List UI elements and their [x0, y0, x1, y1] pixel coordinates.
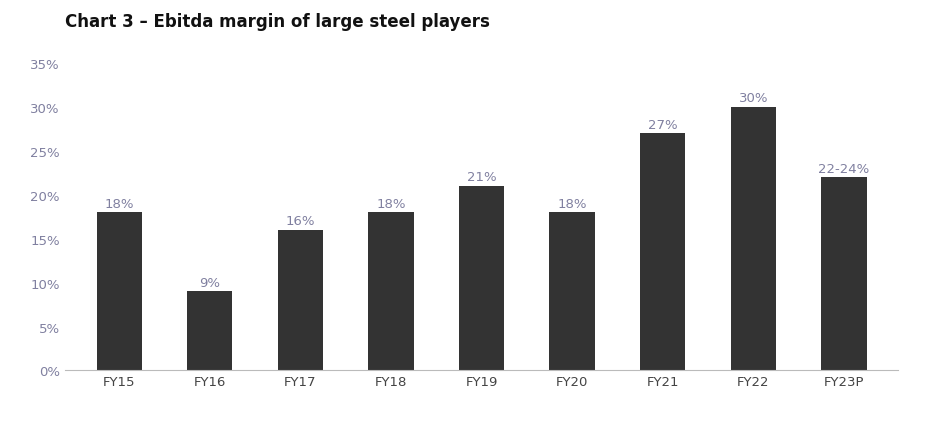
- Text: 16%: 16%: [285, 215, 315, 228]
- Bar: [278, 230, 323, 371]
- Bar: [187, 292, 232, 371]
- Bar: [821, 178, 867, 371]
- Text: 9%: 9%: [199, 276, 220, 289]
- Bar: [96, 213, 142, 371]
- Text: 18%: 18%: [105, 197, 134, 210]
- Text: Chart 3 – Ebitda margin of large steel players: Chart 3 – Ebitda margin of large steel p…: [65, 13, 490, 31]
- Text: 21%: 21%: [467, 171, 496, 184]
- Text: 27%: 27%: [648, 118, 678, 131]
- Text: 22-24%: 22-24%: [819, 162, 870, 175]
- Text: 30%: 30%: [739, 92, 768, 105]
- Bar: [459, 187, 504, 371]
- Bar: [731, 108, 776, 371]
- Bar: [549, 213, 594, 371]
- Text: 18%: 18%: [376, 197, 406, 210]
- Bar: [640, 134, 685, 371]
- Bar: [369, 213, 414, 371]
- Text: 18%: 18%: [557, 197, 587, 210]
